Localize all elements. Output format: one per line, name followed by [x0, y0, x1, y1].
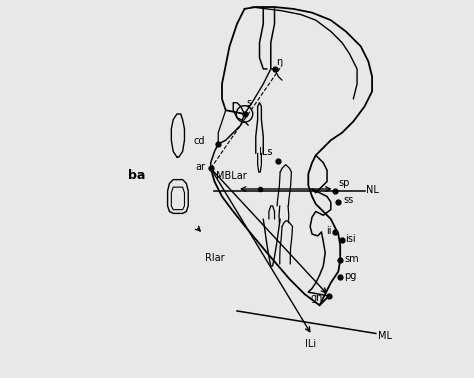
Text: ar: ar	[195, 162, 205, 172]
Text: Rlar: Rlar	[205, 253, 225, 263]
Text: MBLar: MBLar	[216, 171, 247, 181]
Text: ba: ba	[128, 169, 145, 182]
Text: NL: NL	[366, 185, 379, 195]
Text: sm: sm	[344, 254, 358, 264]
Text: n: n	[276, 57, 283, 67]
Text: sp: sp	[338, 178, 350, 188]
Text: s: s	[246, 98, 252, 108]
Text: ML: ML	[378, 331, 392, 341]
Text: ss: ss	[343, 195, 354, 205]
Text: pg: pg	[344, 271, 356, 281]
Text: cd: cd	[193, 136, 205, 146]
Text: ii: ii	[326, 226, 331, 236]
Text: gn: gn	[311, 293, 323, 303]
Text: isi: isi	[345, 234, 356, 243]
Text: ILi: ILi	[305, 339, 316, 349]
Text: ILs: ILs	[259, 147, 273, 157]
